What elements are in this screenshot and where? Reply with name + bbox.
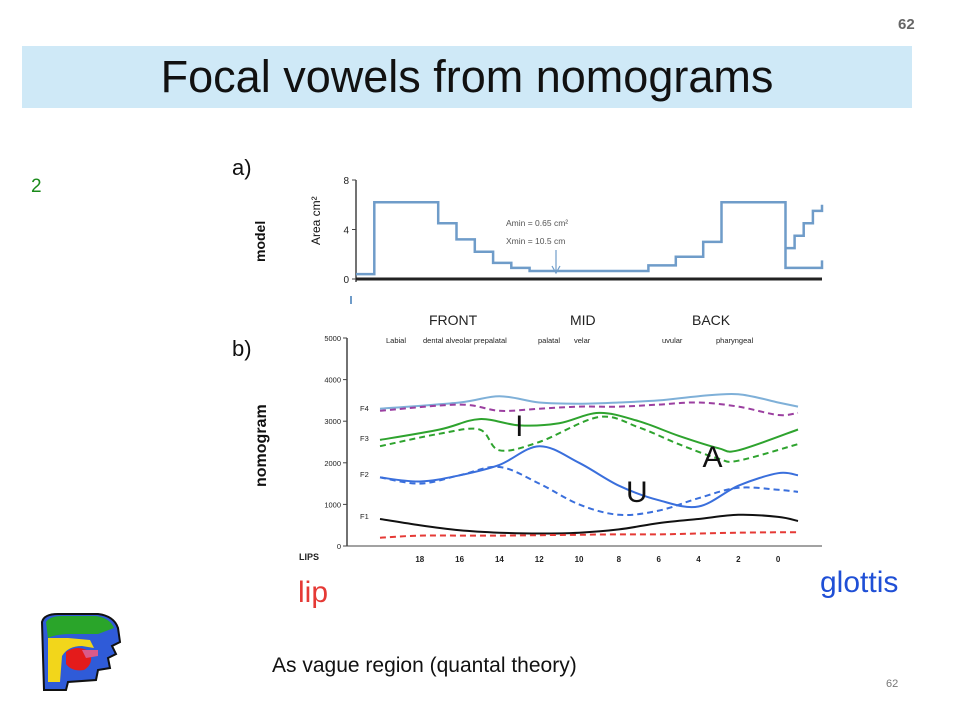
vowel-label-i: I [515, 410, 523, 443]
model-ytick-label: 0 [343, 275, 349, 286]
xmin-arrow-head [551, 265, 561, 275]
place-pharyngeal: pharyngeal [716, 336, 753, 345]
series-f1-solid [379, 513, 799, 535]
model-row-label: model [252, 221, 268, 262]
place-uvular: uvular [662, 336, 683, 345]
nomogram-xtick-label: 2 [736, 555, 741, 564]
formant-label-f2: F2 [360, 470, 369, 479]
head-vocal-tract-logo-icon [40, 613, 122, 691]
nomogram-row-label: nomogram [253, 404, 270, 487]
lips-axis-start-label: LIPS [299, 552, 319, 562]
slide-number-top: 62 [898, 16, 915, 33]
nomogram-ytick-label: 3000 [324, 417, 341, 426]
area-function-line [785, 204, 824, 250]
nomogram-xtick-label: 10 [575, 555, 584, 564]
series-f2-solid [379, 445, 799, 509]
vowel-label-a: A [702, 441, 722, 474]
nomogram-xtick-label: 14 [495, 555, 504, 564]
formant-label-f4: F4 [360, 404, 369, 413]
nomogram-ytick-label: 2000 [324, 459, 341, 468]
nomogram-xtick-label: 12 [535, 555, 544, 564]
amin-annotation: Amin = 0.65 cm² [506, 218, 568, 228]
series-f2-dashed [379, 465, 799, 517]
title-bar: Focal vowels from nomograms [22, 46, 912, 108]
model-ytick-label: 4 [343, 226, 349, 237]
series-f4-dashed [379, 401, 799, 417]
series-f1-dashed [379, 531, 799, 539]
left-marker: 2 [31, 176, 42, 197]
nomogram-ytick-label: 5000 [324, 334, 341, 343]
place-velar: velar [574, 336, 591, 345]
nomogram-ytick-label: 4000 [324, 376, 341, 385]
region-back: BACK [692, 312, 731, 328]
place-palatal: palatal [538, 336, 560, 345]
nomogram-xtick-label: 16 [455, 555, 464, 564]
series-f3-dashed [379, 415, 799, 463]
series-f3-solid [379, 411, 799, 453]
area-axis-label: Area cm² [309, 196, 323, 245]
slide-number-bottom: 62 [886, 678, 899, 690]
nomogram-ytick-label: 0 [337, 542, 341, 551]
caption: As vague region (quantal theory) [272, 654, 577, 677]
glottis-label: glottis [820, 566, 899, 599]
nomogram-xtick-label: 6 [656, 555, 661, 564]
place-dental-alveolar-prepalatal: dental alveolar prepalatal [423, 336, 507, 345]
model-ytick-label: 8 [343, 176, 349, 187]
formant-label-f1: F1 [360, 512, 369, 521]
vowel-label-u: U [626, 476, 648, 509]
series-f4-solid [379, 392, 799, 410]
panel-a-label: a) [232, 155, 252, 180]
area-function-line [356, 201, 824, 276]
formant-label-f3: F3 [360, 434, 369, 443]
nomogram-xtick-label: 0 [776, 555, 781, 564]
panel-b-label: b) [232, 336, 252, 361]
region-mid: MID [570, 312, 596, 328]
panel-b: b) nomogram FRONT MID BACK Labial dental… [232, 312, 822, 564]
panel-a: a) model Area cm² 0 4 8 Amin = 0.65 cm² Xm… [232, 155, 824, 304]
region-front: FRONT [429, 312, 478, 328]
nomogram-xtick-label: 4 [696, 555, 701, 564]
lip-label: lip [298, 576, 329, 609]
nomogram-xtick-label: 18 [415, 555, 424, 564]
place-labial: Labial [386, 336, 406, 345]
nomogram-ytick-label: 1000 [324, 500, 341, 509]
slide-title: Focal vowels from nomograms [160, 51, 774, 102]
xmin-annotation: Xmin = 10.5 cm [506, 236, 565, 246]
nomogram-xtick-label: 8 [617, 555, 622, 564]
